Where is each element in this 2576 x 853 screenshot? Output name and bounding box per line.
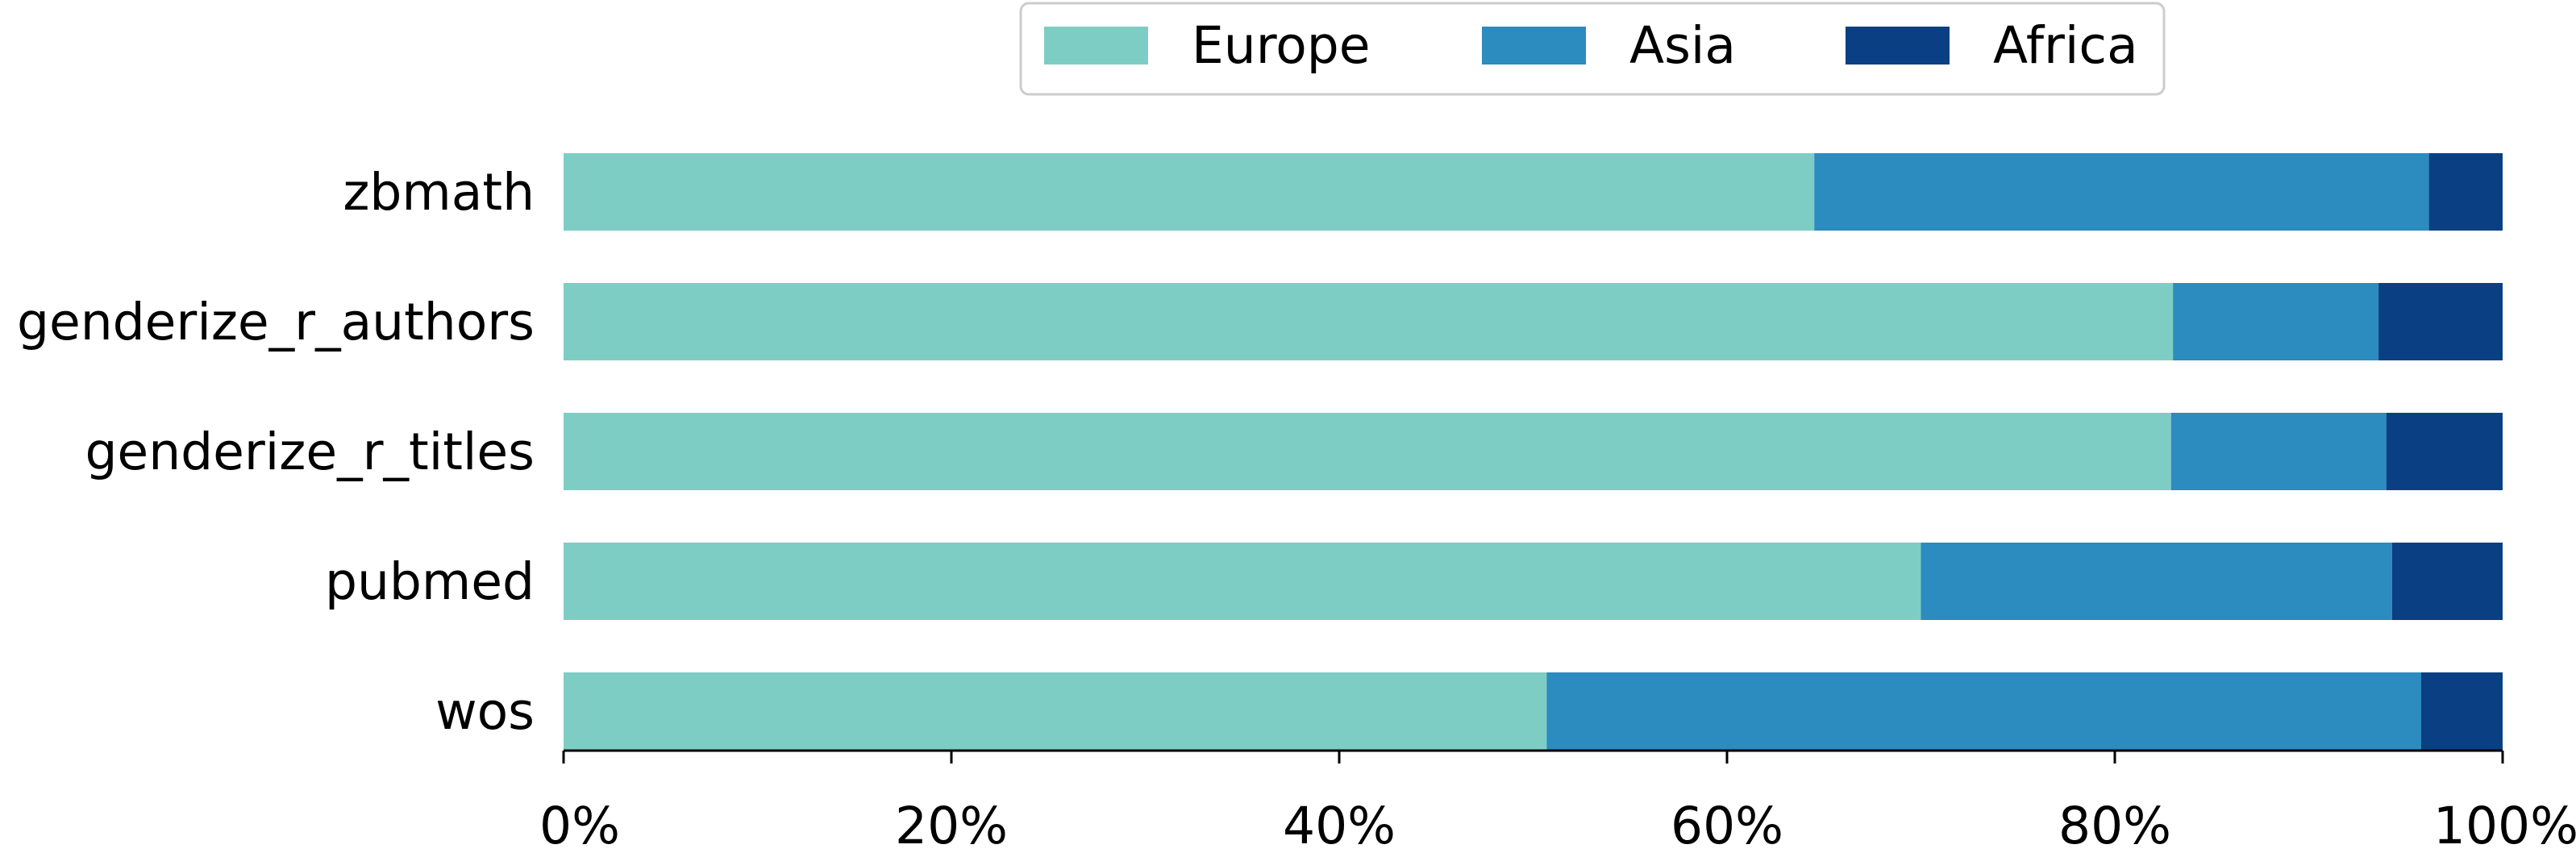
bar-genderize-r-authors-europe <box>564 283 2174 360</box>
bar-zbmath-africa <box>2428 153 2503 231</box>
x-tick-label: 0% <box>539 797 620 853</box>
legend-label-europe: Europe <box>1192 16 1371 75</box>
x-tick-label: 40% <box>1283 797 1396 853</box>
bar-genderize-r-authors-africa <box>2378 283 2503 360</box>
legend: Europe Asia Africa <box>1019 2 2166 96</box>
bar-genderize-r-titles-africa <box>2386 413 2503 490</box>
bar-wos-africa <box>2420 672 2503 750</box>
legend-frame <box>1019 2 2166 96</box>
bars <box>564 153 2503 750</box>
y-axis-labels: zbmath genderize_r_authors genderize_r_tit… <box>17 163 535 741</box>
category-label-genderize-r-titles: genderize_r_titles <box>85 422 535 481</box>
bar-zbmath-asia <box>1814 153 2429 231</box>
bar-genderize-r-titles-europe <box>564 413 2171 490</box>
x-tick-label: 100% <box>2433 797 2576 853</box>
x-axis: 0% 20% 40% 60% 80% 100% <box>539 749 2576 853</box>
bar-genderize-r-authors-asia <box>2173 283 2379 360</box>
bar-wos-europe <box>564 672 1547 750</box>
legend-label-asia: Asia <box>1629 16 1736 75</box>
bar-pubmed-asia <box>1921 543 2392 620</box>
bar-zbmath-europe <box>564 153 1815 231</box>
legend-label-africa: Africa <box>1993 16 2138 75</box>
x-tick-label: 80% <box>2058 797 2171 853</box>
bar-pubmed-europe <box>564 543 1921 620</box>
category-label-wos: wos <box>435 682 535 741</box>
category-label-genderize-r-authors: genderize_r_authors <box>17 293 535 352</box>
bar-wos-asia <box>1546 672 2421 750</box>
category-label-pubmed: pubmed <box>325 552 535 611</box>
bar-genderize-r-titles-asia <box>2170 413 2387 490</box>
legend-swatch-europe <box>1044 27 1148 64</box>
category-label-zbmath: zbmath <box>343 163 535 222</box>
x-tick-label: 60% <box>1671 797 1783 853</box>
legend-swatch-asia <box>1482 27 1586 64</box>
legend-swatch-africa <box>1846 27 1950 64</box>
bar-pubmed-africa <box>2391 543 2503 620</box>
x-tick-label: 20% <box>895 797 1008 853</box>
